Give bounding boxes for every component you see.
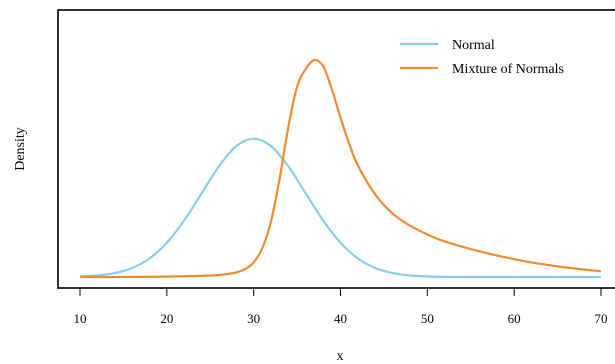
x-axis-label: x bbox=[337, 349, 344, 364]
x-tick-label-10: 10 bbox=[74, 311, 87, 326]
x-axis: 10 20 30 40 50 60 70 bbox=[74, 287, 608, 326]
legend-label-mixture-of-normals: Mixture of Normals bbox=[452, 62, 564, 77]
series-layer bbox=[79, 58, 602, 279]
legend: Normal Mixture of Normals bbox=[400, 38, 564, 77]
y-axis-label: Density bbox=[13, 127, 28, 171]
x-tick-label-60: 60 bbox=[508, 311, 521, 326]
plot-frame bbox=[57, 9, 615, 289]
x-tick-label-70: 70 bbox=[595, 311, 608, 326]
series-line-mixture-of-normals bbox=[79, 58, 602, 279]
x-tick-label-40: 40 bbox=[334, 311, 347, 326]
x-tick-label-50: 50 bbox=[421, 311, 434, 326]
legend-label-normal: Normal bbox=[452, 38, 495, 53]
x-tick-label-30: 30 bbox=[247, 311, 260, 326]
x-tick-label-20: 20 bbox=[160, 311, 173, 326]
series-line-normal bbox=[79, 137, 601, 279]
